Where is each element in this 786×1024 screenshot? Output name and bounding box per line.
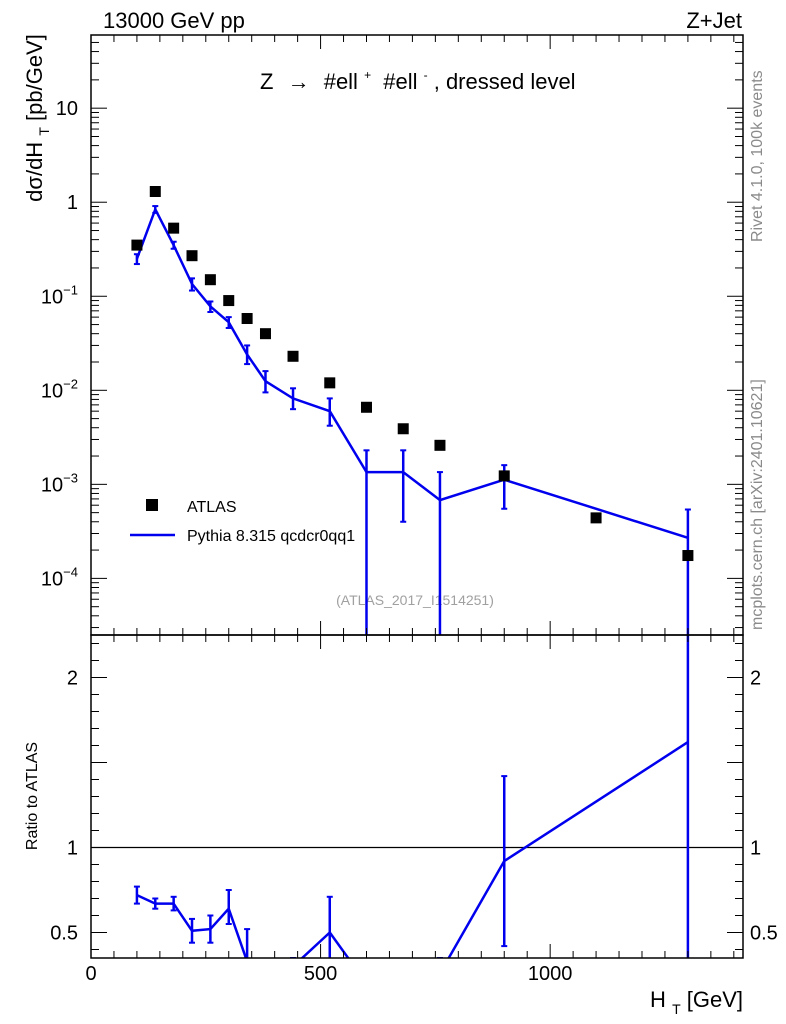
atlas-data-point: [168, 222, 180, 234]
atlas-data-point: [259, 328, 271, 340]
ratio-series-line: [136, 741, 689, 958]
atlas-data-point: [204, 274, 216, 286]
analysis-id: (ATLAS_2017_I1514251): [336, 592, 494, 608]
y-tick-label: 10: [56, 98, 78, 120]
y-axis-label: dσ/dH T [pb/GeV]: [22, 34, 54, 202]
axes: 0 500 1000 10 1 10−1 10−2 10−3 10−4 0.5 0.5 1 1 2 2: [41, 34, 778, 985]
y-axis-label-sub: T: [36, 127, 52, 136]
title-z: Z: [260, 69, 273, 94]
atlas-data-point: [131, 239, 143, 251]
title-minus: -: [424, 68, 428, 82]
mcplots-label: mcplots.cern.ch [arXiv:2401.10621]: [749, 379, 766, 630]
y-tick-label: 10−4: [41, 564, 78, 590]
title-arrow: →: [288, 69, 310, 94]
y-axis-label-main: dσ/dH: [22, 142, 47, 202]
atlas-data-point: [324, 377, 336, 389]
atlas-data-point: [223, 295, 235, 307]
title-ell-1: #ell: [324, 69, 358, 94]
plot-title: Z → #ell + #ell - , dressed level: [260, 59, 576, 94]
ratio-y-tick-label-right: 2: [750, 668, 761, 690]
atlas-data-point: [434, 439, 446, 451]
rivet-label: Rivet 4.1.0, 100k events: [749, 70, 766, 242]
title-ell-2: #ell: [383, 69, 417, 94]
legend-pythia-label: Pythia 8.315 qcdcr0qq1: [187, 528, 355, 545]
main-panel: [131, 186, 694, 635]
atlas-data-point: [149, 186, 161, 198]
y-tick-label: 10−3: [41, 470, 78, 496]
x-axis-label-main: H: [650, 987, 666, 1012]
ratio-y-tick-label-right: 1: [750, 838, 761, 860]
legend-atlas-label: ATLAS: [187, 499, 237, 516]
main-frame: [90, 34, 744, 636]
x-tick-label: 500: [304, 963, 337, 985]
ratio-y-tick-label-right: 0.5: [750, 923, 778, 945]
x-axis-label-unit: [GeV]: [687, 987, 743, 1012]
header-left: 13000 GeV pp: [103, 8, 245, 33]
atlas-data-point: [287, 350, 299, 362]
pythia-series-line: [135, 206, 689, 539]
ratio-frame: [90, 634, 744, 959]
y-tick-label: 10−2: [41, 376, 78, 402]
ratio-y-tick-label-left: 2: [67, 668, 78, 690]
header-right: Z+Jet: [686, 8, 742, 33]
atlas-data-point: [241, 313, 253, 325]
y-tick-label: 1: [67, 192, 78, 214]
atlas-data-point: [498, 470, 510, 482]
title-plus: +: [364, 68, 371, 82]
ratio-y-axis-label: Ratio to ATLAS: [24, 742, 41, 850]
y-axis-label-unit: [pb/GeV]: [22, 34, 47, 121]
atlas-data-point: [360, 401, 372, 413]
ratio-panel: [91, 635, 743, 958]
legend-atlas-marker: [146, 499, 158, 511]
y-tick-label: 10−1: [41, 282, 78, 308]
atlas-data-point: [590, 512, 602, 524]
x-tick-label: 1000: [528, 963, 573, 985]
atlas-data-point: [397, 423, 409, 435]
x-tick-label: 0: [85, 963, 96, 985]
atlas-data-point: [682, 550, 694, 562]
atlas-data-point: [186, 250, 198, 262]
ratio-y-tick-label-left: 0.5: [50, 923, 78, 945]
legend: ATLAS Pythia 8.315 qcdcr0qq1: [130, 499, 355, 545]
x-axis-label-sub: T: [672, 1001, 681, 1017]
x-axis-label: H T [GeV]: [650, 987, 743, 1019]
title-suffix: , dressed level: [434, 69, 576, 94]
ratio-y-tick-label-left: 1: [67, 838, 78, 860]
